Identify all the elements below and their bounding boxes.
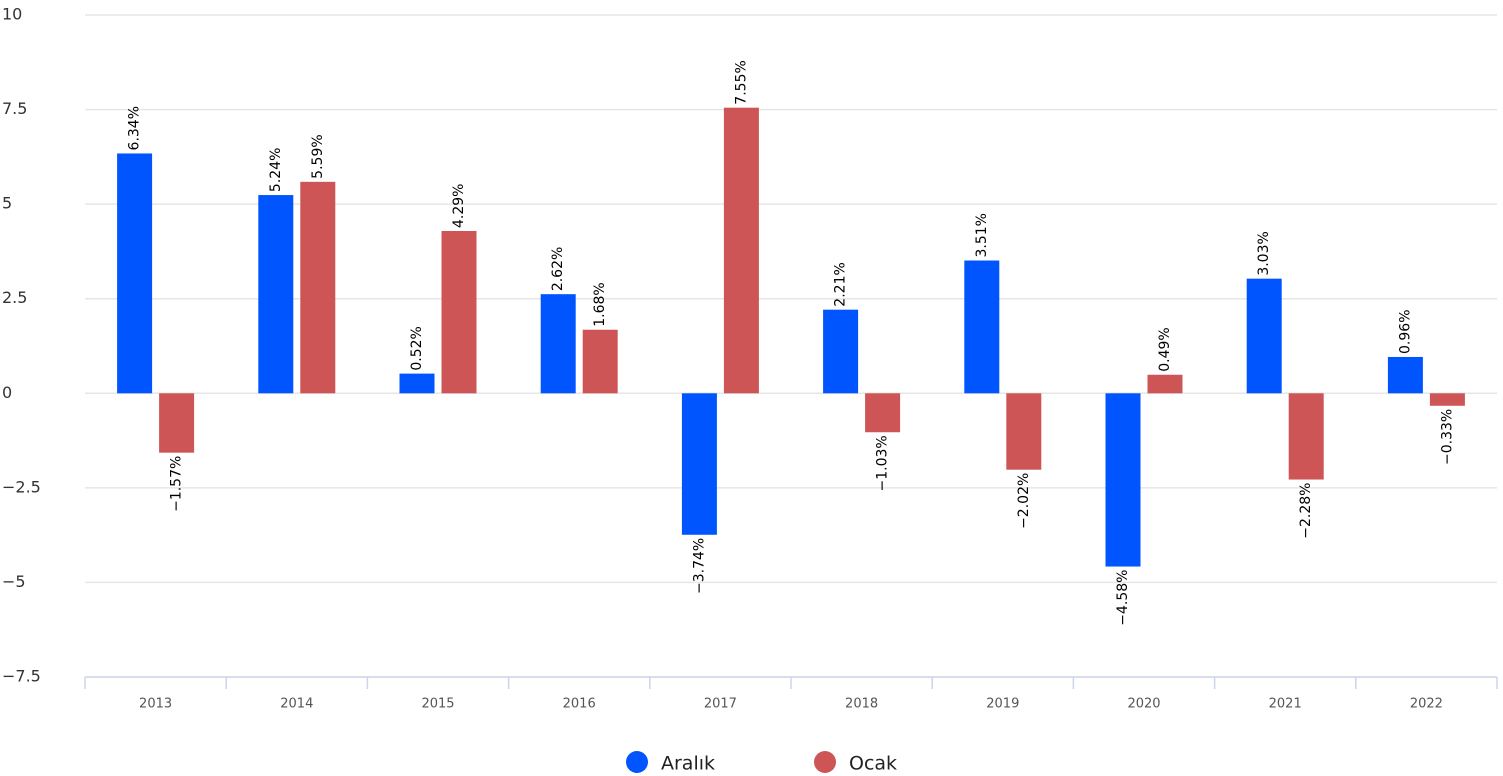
data-label: 3.51%	[974, 213, 990, 257]
legend-label: Ocak	[849, 753, 897, 775]
bar	[399, 373, 435, 394]
bar	[1288, 393, 1324, 480]
x-tick-label: 2019	[986, 697, 1019, 712]
bar	[1105, 393, 1141, 567]
data-label: 5.59%	[310, 134, 326, 178]
data-label: 3.03%	[1256, 231, 1272, 275]
data-label: −1.57%	[169, 456, 185, 512]
bar	[681, 393, 717, 535]
data-label: −3.74%	[691, 538, 707, 594]
bar	[117, 153, 153, 394]
x-tick-label: 2015	[421, 697, 454, 712]
data-label: 0.52%	[409, 326, 425, 370]
bar	[964, 260, 1000, 394]
data-label: −2.02%	[1016, 473, 1032, 529]
data-label: 2.62%	[550, 247, 566, 291]
bar	[1006, 393, 1042, 470]
bar	[723, 107, 759, 394]
data-label: 6.34%	[127, 106, 143, 150]
bar	[540, 294, 576, 394]
x-tick-label: 2022	[1410, 697, 1443, 712]
y-tick-label: 7.5	[2, 99, 27, 118]
legend-marker	[626, 751, 648, 773]
x-tick-label: 2017	[704, 697, 737, 712]
bar	[159, 393, 195, 453]
y-tick-label: 5	[2, 194, 12, 213]
y-tick-label: 0	[2, 383, 12, 402]
data-label: 0.49%	[1157, 327, 1173, 371]
bar	[258, 195, 294, 394]
data-label: −1.03%	[875, 435, 891, 491]
x-tick-label: 2018	[845, 697, 878, 712]
bar	[300, 181, 336, 394]
data-label: 2.21%	[833, 262, 849, 306]
bar	[1387, 356, 1423, 394]
bar	[582, 329, 618, 394]
data-label: −2.28%	[1298, 483, 1314, 539]
legend-marker	[814, 751, 837, 773]
x-tick-label: 2016	[563, 697, 596, 712]
data-label: 5.24%	[268, 148, 284, 192]
bar	[441, 231, 477, 394]
y-tick-label: −2.5	[2, 477, 41, 496]
x-tick-label: 2021	[1269, 697, 1302, 712]
x-tick-label: 2020	[1127, 697, 1160, 712]
bar	[1147, 374, 1183, 394]
data-label: −4.58%	[1115, 570, 1131, 626]
y-tick-label: 10	[2, 5, 22, 24]
data-label: −0.33%	[1439, 409, 1455, 465]
bar	[865, 393, 901, 433]
data-label: 0.96%	[1397, 309, 1413, 353]
bar	[1246, 278, 1282, 394]
y-tick-label: −7.5	[2, 667, 41, 686]
data-label: 4.29%	[451, 184, 467, 228]
bar	[823, 309, 859, 394]
y-tick-label: −5	[2, 572, 26, 591]
x-tick-label: 2013	[139, 697, 172, 712]
data-label: 1.68%	[592, 282, 608, 326]
bar	[1429, 393, 1465, 406]
data-label: 7.55%	[733, 60, 749, 104]
x-tick-label: 2014	[280, 697, 313, 712]
y-tick-label: 2.5	[2, 288, 27, 307]
legend-label: Aralık	[661, 753, 715, 775]
